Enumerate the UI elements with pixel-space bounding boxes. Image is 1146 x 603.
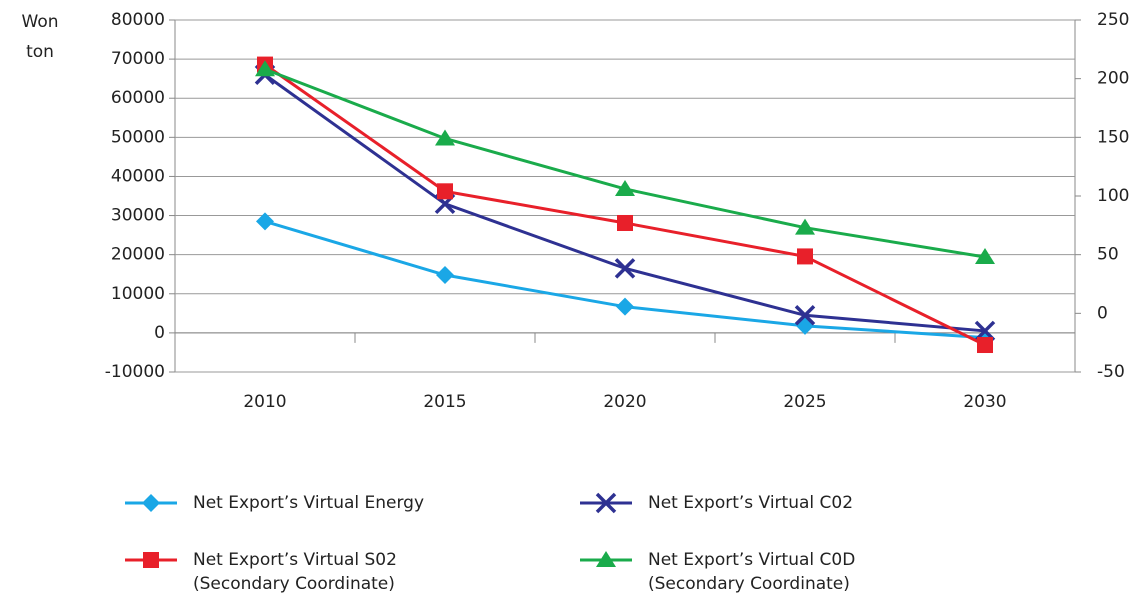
data-point bbox=[256, 212, 274, 231]
data-point bbox=[977, 337, 993, 354]
legend-marker bbox=[596, 551, 616, 567]
legend-marker bbox=[595, 492, 617, 514]
legend-marker bbox=[142, 494, 160, 512]
y2-tick-label: 250 bbox=[1097, 10, 1129, 30]
data-point bbox=[255, 60, 275, 77]
legend-note: (Secondary Coordinate) bbox=[648, 574, 850, 594]
plot-frame bbox=[174, 19, 1076, 373]
y2-tick-label: 150 bbox=[1097, 127, 1129, 147]
legend-label: Net Export’s Virtual C02 bbox=[648, 493, 853, 513]
y-tick-label: 60000 bbox=[111, 88, 165, 108]
x-tick-label: 2025 bbox=[783, 392, 826, 412]
x-tick-label: 2030 bbox=[963, 392, 1006, 412]
data-point bbox=[614, 258, 636, 279]
legend-label: Net Export’s Virtual S02 bbox=[193, 550, 397, 570]
data-point bbox=[435, 129, 455, 146]
y-tick-label: 20000 bbox=[111, 245, 165, 265]
data-point bbox=[974, 320, 996, 342]
data-point bbox=[616, 297, 634, 316]
legend-note: (Secondary Coordinate) bbox=[193, 574, 395, 594]
y-tick-label: 0 bbox=[154, 323, 165, 343]
legend-label: Net Export’s Virtual C0D bbox=[648, 550, 855, 570]
y2-tick-label: 0 bbox=[1097, 303, 1108, 323]
y2-tick-label: 50 bbox=[1097, 245, 1119, 265]
data-point bbox=[795, 218, 815, 235]
y-tick-label: 30000 bbox=[111, 206, 165, 226]
x-tick-label: 2015 bbox=[423, 392, 466, 412]
y2-tick-label: 200 bbox=[1097, 69, 1129, 89]
y-tick-label: 70000 bbox=[111, 49, 165, 69]
y-tick-label: 10000 bbox=[111, 284, 165, 304]
legend-label: Net Export’s Virtual Energy bbox=[193, 493, 424, 513]
data-point bbox=[975, 248, 995, 265]
data-point bbox=[436, 266, 454, 285]
y-axis-label: Won bbox=[22, 12, 59, 32]
legend-marker bbox=[143, 552, 159, 568]
y2-tick-label: -50 bbox=[1097, 362, 1125, 382]
y2-tick-label: 100 bbox=[1097, 186, 1129, 206]
data-point bbox=[615, 179, 635, 196]
x-tick-label: 2010 bbox=[243, 392, 286, 412]
y-tick-label: 40000 bbox=[111, 166, 165, 186]
data-point bbox=[797, 248, 813, 265]
data-point bbox=[437, 183, 453, 200]
y-tick-label: 80000 bbox=[111, 10, 165, 30]
data-point bbox=[794, 305, 816, 326]
data-point bbox=[617, 214, 633, 231]
y-tick-label: 50000 bbox=[111, 127, 165, 147]
y-tick-label: -10000 bbox=[105, 362, 165, 382]
x-tick-label: 2020 bbox=[603, 392, 646, 412]
y-axis-label: ton bbox=[26, 42, 54, 62]
